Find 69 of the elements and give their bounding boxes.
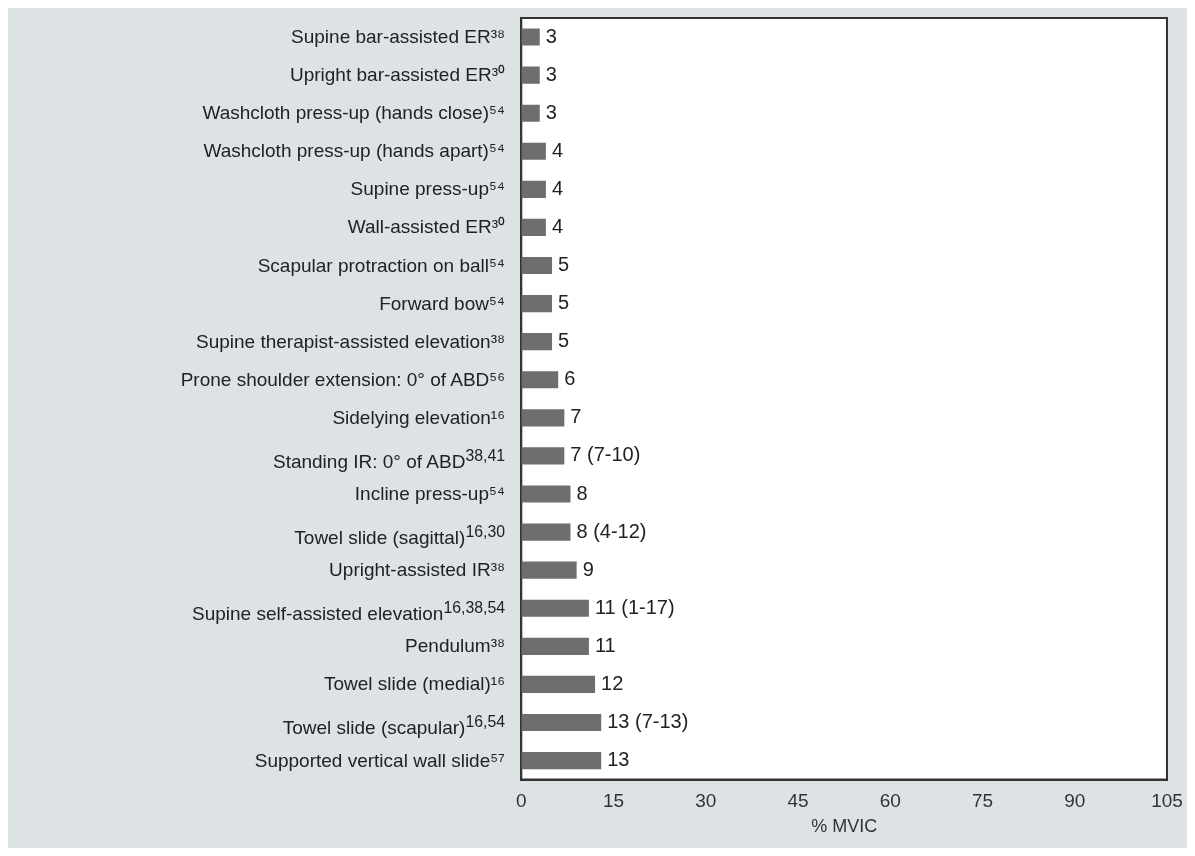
bar	[521, 637, 589, 655]
data-label: 5	[558, 291, 570, 314]
bar	[521, 142, 546, 160]
data-label: 7 (7-10)	[570, 443, 641, 466]
x-tick-label: 75	[971, 790, 994, 812]
x-tick-label: 60	[879, 790, 901, 812]
x-tick-label: 90	[1064, 790, 1086, 812]
y-tick-label: Pendulum³⁸	[405, 634, 505, 659]
data-label: 11 (1-17)	[594, 595, 675, 618]
data-label: 13 (7-13)	[607, 710, 689, 732]
y-tick-label: Wall-assisted ER³⁰	[347, 215, 505, 240]
bar	[521, 28, 540, 46]
data-label: 4	[551, 138, 564, 161]
y-tick-label: Washcloth press-up (hands close)⁵⁴	[202, 101, 505, 126]
bar	[521, 66, 540, 84]
y-tick-label: Washcloth press-up (hands apart)⁵⁴	[203, 139, 505, 164]
bar	[521, 295, 553, 313]
y-tick-label: Towel slide (medial)¹⁶	[324, 672, 505, 697]
y-tick-label: Incline press-up⁵⁴	[354, 482, 505, 506]
y-tick-label: Towel slide (sagittal)$^{16,30}$	[294, 522, 505, 551]
y-tick-label: Scapular protraction on ball⁵⁴	[257, 253, 505, 278]
bar	[521, 333, 553, 351]
y-tick-label: Upright-assisted IR³⁸	[329, 558, 505, 583]
data-label: 3	[545, 62, 557, 85]
x-axis-title: % MVIC	[811, 816, 878, 837]
y-tick-label: Supported vertical wall slide⁵⁷	[254, 748, 505, 773]
y-tick-label: Towel slide (scapular)$^{16,54}$	[282, 712, 505, 741]
data-label: 9	[582, 557, 594, 580]
data-label: 3	[545, 24, 557, 47]
bar	[521, 675, 596, 693]
y-tick-label: Supine press-up⁵⁴	[350, 177, 505, 202]
bar	[521, 485, 571, 503]
x-tick-label: 105	[1151, 790, 1183, 812]
bar	[521, 713, 602, 732]
y-tick-label: Standing IR: 0° of ABD$^{38,41}$	[272, 445, 505, 475]
bar	[521, 751, 602, 770]
bar	[521, 599, 589, 617]
y-tick-label: Sidelying elevation¹⁶	[332, 405, 505, 430]
x-tick-label: 15	[602, 790, 625, 812]
y-tick-label: Supine self-assisted elevation$^{16,38,54}$	[192, 598, 505, 627]
y-tick-label: Upright bar-assisted ER³⁰	[289, 63, 505, 88]
bar	[521, 218, 546, 237]
x-tick-label: 30	[695, 790, 717, 812]
bar	[521, 104, 540, 122]
data-label: 12	[601, 671, 624, 694]
bar	[521, 180, 546, 198]
x-tick-label: 45	[787, 790, 809, 812]
data-label: 8	[576, 481, 588, 504]
bar	[521, 371, 559, 389]
data-label: 4	[551, 214, 564, 237]
data-label: 11	[594, 633, 616, 656]
data-label: 5	[558, 253, 570, 276]
bar	[521, 523, 571, 541]
x-tick-label: 0	[515, 790, 527, 812]
bar	[521, 256, 553, 275]
y-tick-label: Supine therapist-assisted elevation³⁸	[195, 329, 505, 354]
data-label: 4	[551, 176, 564, 199]
data-label: 13	[607, 748, 630, 771]
data-label: 3	[545, 100, 557, 123]
y-tick-label: Supine bar-assisted ER³⁸	[291, 25, 505, 50]
bar	[521, 447, 565, 465]
bar	[521, 561, 577, 579]
data-label: 6	[564, 367, 576, 390]
y-tick-label: Prone shoulder extension: 0° of ABD⁵⁶	[180, 367, 505, 392]
data-label: 5	[558, 329, 570, 352]
y-tick-label: Forward bow⁵⁴	[379, 291, 505, 316]
data-label: 7	[570, 405, 582, 428]
data-label: 8 (4-12)	[576, 519, 647, 542]
bar	[521, 409, 565, 427]
